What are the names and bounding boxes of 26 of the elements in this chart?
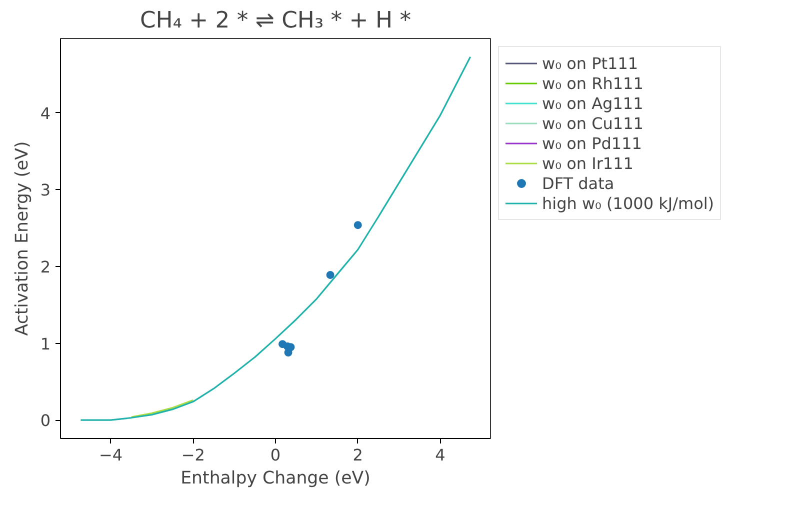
chart-title: CH₄ + 2 * ⇌ CH₃ * + H *	[140, 8, 412, 34]
legend-label: w₀ on Rh111	[542, 74, 644, 92]
x-tick-label: 0	[270, 446, 281, 464]
y-axis-title: Activation Energy (eV)	[12, 141, 32, 336]
x-tick-label: −2	[181, 446, 205, 464]
y-tick-label: 0	[40, 411, 51, 430]
legend-label: DFT data	[542, 174, 614, 192]
legend-label: w₀ on Pt111	[542, 54, 638, 72]
point	[326, 270, 334, 279]
point	[354, 221, 362, 230]
line-series	[80, 56, 472, 421]
x-tick-label: 4	[435, 446, 446, 464]
y-tick-label: 1	[40, 334, 51, 354]
legend-label: w₀ on Ag111	[542, 94, 644, 112]
y-tick-label: 2	[40, 258, 51, 277]
x-axis-title: Enthalpy Change (eV)	[180, 468, 370, 488]
y-tick-label: 3	[40, 180, 51, 200]
legend-label: w₀ on Cu111	[542, 114, 644, 132]
legend-label: high w₀ (1000 kJ/mol)	[542, 194, 714, 212]
y-tick-label: 4	[40, 104, 51, 123]
x-tick-label: 2	[352, 446, 363, 464]
legend-label: w₀ on Ir111	[542, 154, 634, 172]
x-tick-label: −4	[98, 446, 123, 464]
line-series	[130, 399, 194, 418]
legend-label: w₀ on Pd111	[542, 134, 642, 152]
point	[284, 348, 292, 357]
